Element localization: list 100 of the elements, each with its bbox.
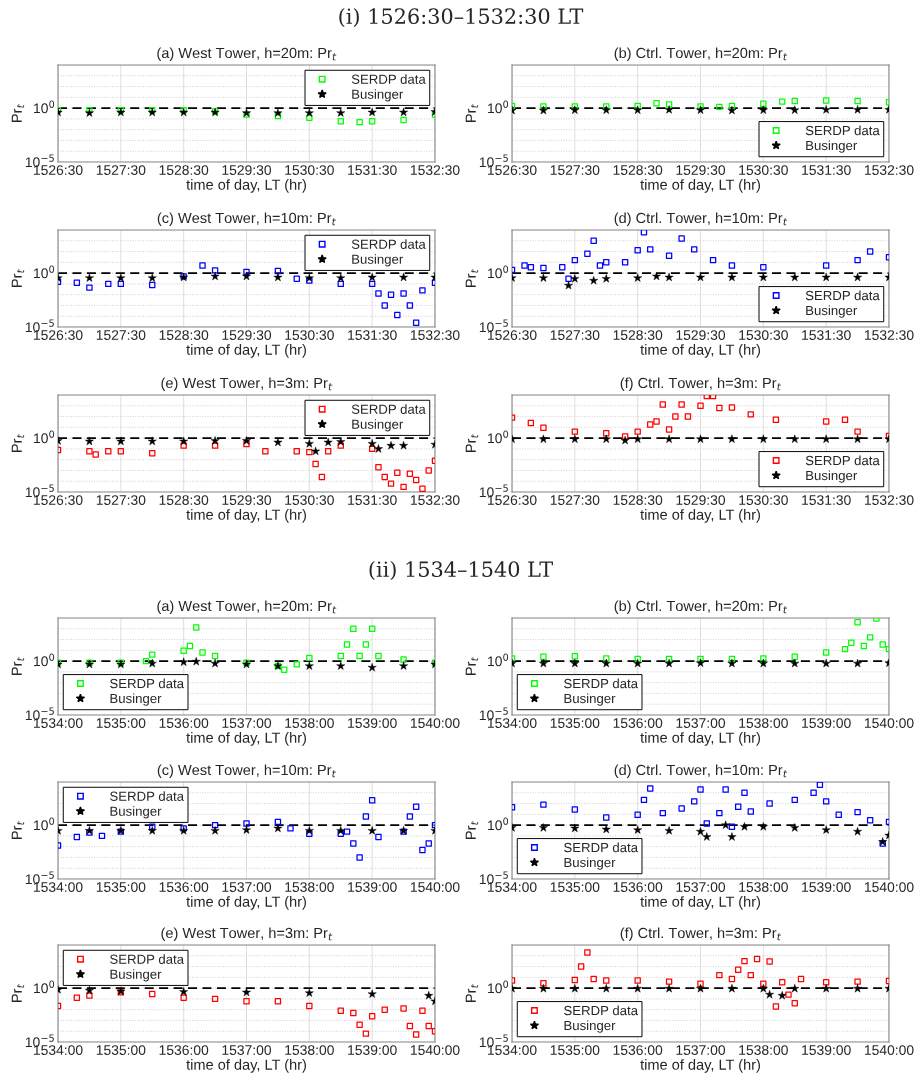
legend-label: SERDP data (110, 678, 185, 689)
x-tick-label: 1531:30 (802, 495, 851, 505)
x-tick-label: 1538:00 (285, 718, 334, 728)
x-tick-label: 1531:30 (348, 165, 397, 175)
x-tick-label: 1537:00 (222, 882, 272, 892)
legend-label: SERDP data (805, 455, 880, 466)
y-axis-title: Pr$_{t}$ (465, 269, 479, 287)
x-tick-label: 1529:30 (676, 165, 726, 175)
x-tick-label: 1538:00 (739, 882, 788, 892)
x-tick-label: 1540:00 (864, 718, 914, 728)
y-axis-title: Pr$_{t}$ (465, 434, 479, 452)
x-tick-label: 1528:30 (159, 495, 209, 505)
x-tick-label: 1535:00 (96, 718, 146, 728)
legend-label: SERDP data (351, 74, 426, 84)
legend-label: Businger (352, 254, 404, 267)
legend-label: SERDP data (805, 125, 880, 136)
x-tick-label: 1539:00 (348, 718, 397, 728)
x-tick-label: 1527:30 (550, 165, 600, 175)
x-tick-label: 1528:30 (159, 330, 209, 340)
y-tick-label: 10$^{0}$ (34, 430, 55, 444)
x-tick-label: 1528:30 (159, 165, 209, 175)
legend-label: Businger (110, 969, 162, 982)
chart-title: (d) Ctrl. Tower, h=10m: Pr$_{t}$ (614, 212, 788, 226)
x-tick-label: 1539:00 (802, 882, 851, 892)
x-tick-label: 1532:30 (410, 330, 460, 340)
x-tick-label: 1536:00 (613, 1045, 663, 1055)
x-tick-label: 1531:30 (802, 330, 851, 340)
y-tick-label: 10$^{0}$ (488, 265, 509, 279)
y-tick-label: 10$^{0}$ (34, 100, 55, 114)
x-axis-title: time of day, LT (hr) (186, 344, 306, 358)
x-tick-label: 1527:30 (96, 165, 146, 175)
y-tick-label: 10$^{0}$ (34, 980, 55, 994)
series-label: Businger (110, 806, 162, 819)
legend-label: SERDP data (564, 678, 639, 689)
y-tick-label: 10$^{0}$ (34, 653, 55, 667)
legend-label: Businger (564, 1020, 616, 1033)
y-tick-label: 10$^{0}$ (34, 817, 55, 831)
x-tick-label: 1528:30 (613, 165, 663, 175)
y-axis-title: Pr$_{t}$ (465, 984, 479, 1002)
x-tick-label: 1536:00 (159, 882, 209, 892)
x-tick-label: 1529:30 (222, 495, 272, 505)
x-axis-title: time of day, LT (hr) (186, 509, 306, 523)
x-tick-label: 1537:00 (222, 1045, 272, 1055)
x-axis-title: time of day, LT (hr) (640, 896, 760, 910)
legend-label: Businger (564, 693, 616, 706)
x-tick-label: 1540:00 (410, 1045, 460, 1055)
x-tick-label: 1532:30 (410, 495, 460, 505)
x-tick-label: 1529:30 (676, 495, 726, 505)
y-tick-label: 10$^{0}$ (488, 817, 509, 831)
chart-title: (f) Ctrl. Tower, h=3m: Pr$_{t}$ (620, 927, 782, 941)
legend-label: SERDP data (351, 239, 426, 249)
text: (i) 1526:30–1532:30 LT (339, 7, 584, 27)
legend-label: SERDP data (564, 842, 639, 853)
x-tick-label: 1535:00 (96, 1045, 146, 1055)
x-axis-title: time of day, LT (hr) (640, 344, 760, 358)
x-tick-label: 1537:00 (676, 718, 726, 728)
x-axis-title: time of day, LT (hr) (186, 1059, 306, 1073)
y-axis-title: Pr$_{t}$ (11, 434, 25, 452)
legend-label: SERDP data (805, 290, 880, 301)
x-tick-label: 1530:30 (285, 495, 334, 505)
y-axis-title: Pr$_{t}$ (11, 821, 25, 839)
x-tick-label: 1535:00 (96, 882, 146, 892)
y-axis-title: Pr$_{t}$ (11, 104, 25, 122)
y-tick-label: 10$^{0}$ (488, 653, 509, 667)
x-tick-label: 1530:30 (739, 495, 788, 505)
x-tick-label: 1527:30 (96, 330, 146, 340)
x-axis-title: time of day, LT (hr) (640, 732, 760, 746)
y-tick-label: 10$^{0}$ (488, 430, 509, 444)
x-tick-label: 1531:30 (802, 165, 851, 175)
x-tick-label: 1532:30 (864, 330, 914, 340)
chart-title: (c) West Tower, h=10m: Pr$_{t}$ (157, 212, 336, 226)
legend-label: SERDP data (110, 791, 185, 801)
y-axis-title: Pr$_{t}$ (465, 104, 479, 122)
x-tick-label: 1537:00 (222, 718, 272, 728)
x-tick-label: 1532:30 (410, 165, 460, 175)
chart-title: (e) West Tower, h=3m: Pr$_{t}$ (161, 377, 333, 391)
x-tick-label: 1536:00 (159, 1045, 209, 1055)
x-tick-label: 1529:30 (222, 330, 272, 340)
y-axis-title: Pr$_{t}$ (11, 984, 25, 1002)
x-tick-label: 1531:30 (348, 495, 397, 505)
x-tick-label: 1527:30 (550, 330, 600, 340)
chart-title: (c) West Tower, h=10m: Pr$_{t}$ (157, 764, 336, 778)
x-axis-title: time of day, LT (hr) (640, 1059, 760, 1073)
x-axis-title: time of day, LT (hr) (640, 179, 760, 193)
x-tick-label: 1539:00 (802, 718, 851, 728)
legend-label: Businger (806, 140, 858, 153)
x-tick-label: 1530:30 (285, 330, 334, 340)
x-tick-label: 1535:00 (550, 1045, 600, 1055)
chart-title: (b) Ctrl. Tower, h=20m: Pr$_{t}$ (614, 600, 788, 614)
y-axis-title: Pr$_{t}$ (11, 657, 25, 675)
x-tick-label: 1527:30 (96, 495, 146, 505)
x-tick-label: 1532:30 (864, 165, 914, 175)
legend-label: Businger (806, 470, 858, 483)
x-tick-label: 1536:00 (613, 718, 663, 728)
x-tick-label: 1529:30 (222, 165, 272, 175)
legend-label: SERDP data (351, 404, 426, 414)
x-tick-label: 1528:30 (613, 330, 663, 340)
chart-title: (b) Ctrl. Tower, h=20m: Pr$_{t}$ (614, 47, 788, 61)
x-axis-title: time of day, LT (hr) (186, 179, 306, 193)
x-tick-label: 1540:00 (864, 882, 914, 892)
